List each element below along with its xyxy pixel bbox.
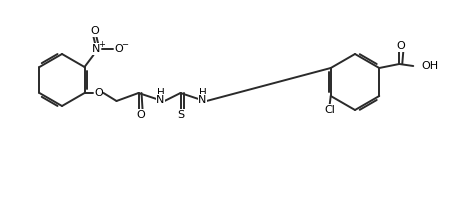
Text: N: N [198,95,207,105]
Text: H: H [199,88,206,98]
Text: OH: OH [421,61,438,71]
Text: S: S [177,110,184,120]
Text: H: H [157,88,164,98]
Text: O: O [114,44,123,54]
Text: N: N [93,44,101,54]
Text: O: O [94,88,103,98]
Text: −: − [121,41,128,50]
Text: +: + [98,39,105,49]
Text: N: N [156,95,165,105]
Text: O: O [90,26,99,36]
Text: O: O [136,110,145,120]
Text: O: O [397,41,405,51]
Text: Cl: Cl [324,105,335,115]
